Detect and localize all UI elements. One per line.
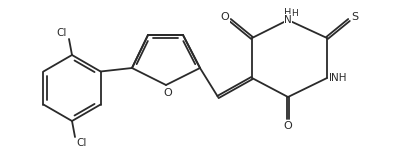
Text: N: N	[284, 15, 292, 25]
Text: NH: NH	[329, 73, 345, 83]
Text: O: O	[283, 121, 292, 131]
Text: O: O	[164, 88, 172, 98]
Text: Cl: Cl	[77, 138, 87, 148]
Text: H: H	[292, 8, 299, 17]
Text: S: S	[351, 12, 358, 22]
Text: Cl: Cl	[57, 28, 67, 38]
Text: N: N	[284, 15, 292, 25]
Text: H: H	[284, 8, 292, 18]
Text: NH: NH	[331, 73, 347, 83]
Text: O: O	[221, 12, 229, 22]
